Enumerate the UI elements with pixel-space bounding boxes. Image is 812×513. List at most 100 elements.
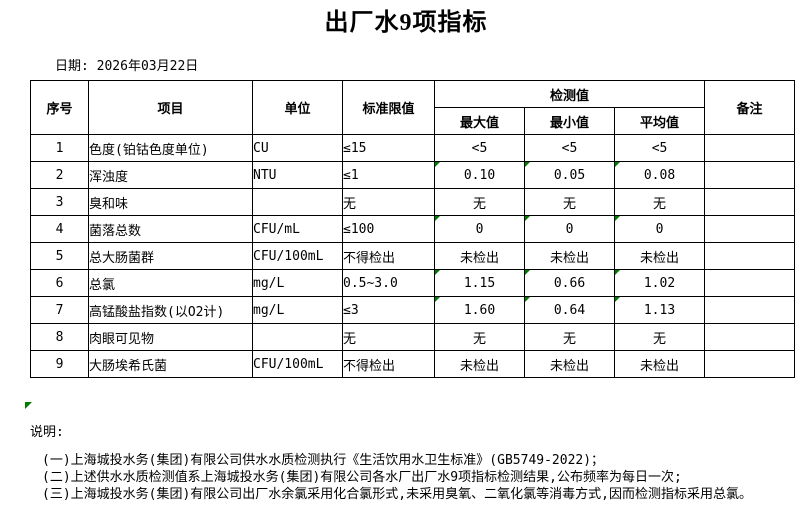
cell-limit: 不得检出 [342,350,435,378]
table-row: 8 肉眼可见物无无无无 [30,323,796,351]
cell-remark [704,323,796,351]
cell-max-value: 0.10 [434,161,525,189]
cell-min-value: <5 [524,134,615,162]
cell-min-value: 未检出 [524,350,615,378]
header-index: 序号 [30,80,89,135]
cell-min-value: 0.64 [524,296,615,324]
notes-block: (一)上海城投水务(集团)有限公司供水水质检测执行《生活饮用水卫生标准》(GB5… [42,452,752,503]
cell-limit: 0.5~3.0 [342,269,435,297]
table-row: 2 浑浊度 NTU ≤1 0.10 0.05 0.08 [30,161,796,189]
cell-min-value: 0.66 [524,269,615,297]
table-row: 9 大肠埃希氏菌 CFU/100mL 不得检出 未检出 未检出 未检出 [30,350,796,378]
cell-unit: CFU/100mL [252,242,343,270]
note-line: (二)上述供水水质检测值系上海城投水务(集团)有限公司各水厂出厂水9项指标检测结… [42,470,682,485]
cell-index: 2 [30,161,89,189]
cell-max-value: 未检出 [434,242,525,270]
cell-avg-value: <5 [613,134,706,162]
note-line: (一)上海城投水务(集团)有限公司供水水质检测执行《生活饮用水卫生标准》(GB5… [42,453,605,468]
cell-max-value: 1.15 [434,269,525,297]
cell-index: 7 [30,296,89,324]
cell-max-value: 无 [434,323,525,351]
note-line: (三)上海城投水务(集团)有限公司出厂水余氯采用化合氯形式,未采用臭氧、二氧化氯… [42,487,752,502]
cell-max-value: 未检出 [434,350,525,378]
table-row: 5 总大肠菌群 CFU/100mL 不得检出 未检出 未检出 未检出 [30,242,796,270]
cell-limit: 无 [342,188,435,216]
report-date: 日期: 2026年03月22日 [55,59,199,74]
cell-remark [704,350,796,378]
cell-max-value: 0 [434,215,525,243]
cell-unit: CU [252,134,343,162]
cell-avg-value: 1.02 [613,269,706,297]
cell-item: 肉眼可见物 [88,323,253,351]
cell-avg-value: 0.08 [613,161,706,189]
page-title: 出厂水9项指标 [324,10,488,36]
table-row: 7 高锰酸盐指数(以O2计) mg/L ≤3 1.60 0.64 1.13 [30,296,796,324]
cell-unit: NTU [252,161,343,189]
header-max: 最大值 [434,107,525,135]
cell-unit: mg/L [252,296,343,324]
cell-item: 色度(铂钴色度单位) [88,134,253,162]
cell-index: 9 [30,350,89,378]
cell-min-value: 0 [524,215,615,243]
cell-min-value: 无 [524,188,615,216]
header-limit: 标准限值 [342,80,435,135]
comment-marker-icon [25,402,32,409]
cell-index: 1 [30,134,89,162]
cell-index: 3 [30,188,89,216]
cell-max-value: 1.60 [434,296,525,324]
header-min: 最小值 [524,107,615,135]
cell-avg-value: 无 [613,323,706,351]
cell-avg-value: 未检出 [613,242,706,270]
cell-index: 6 [30,269,89,297]
table-row: 3 臭和味无无无无 [30,188,796,216]
cell-min-value: 未检出 [524,242,615,270]
header-item: 项目 [88,80,253,135]
cell-unit: CFU/100mL [252,350,343,378]
cell-limit: ≤100 [342,215,435,243]
cell-remark [704,296,796,324]
table-row: 4 菌落总数 CFU/mL ≤100 0 0 0 [30,215,796,243]
cell-item: 总大肠菌群 [88,242,253,270]
cell-limit: ≤15 [342,134,435,162]
cell-avg-value: 无 [613,188,706,216]
cell-min-value: 0.05 [524,161,615,189]
table-body: 1 色度(铂钴色度单位) CU ≤15 <5 <5 <5 2 浑浊度 NTU ≤1 0.10 0.05 0… [30,134,796,378]
cell-index: 5 [30,242,89,270]
cell-remark [704,242,796,270]
cell-index: 8 [30,323,89,351]
header-unit: 单位 [252,80,343,135]
cell-item: 浑浊度 [88,161,253,189]
cell-avg-value: 1.13 [613,296,706,324]
cell-remark [704,134,796,162]
cell-limit: ≤1 [342,161,435,189]
table-row: 1 色度(铂钴色度单位) CU ≤15 <5 <5 <5 [30,134,796,162]
cell-item: 高锰酸盐指数(以O2计) [88,296,253,324]
cell-item: 臭和味 [88,188,253,216]
cell-unit [252,323,343,351]
table-header: 序号 项目 单位 标准限值 检测值 备注 最大值 最小值 平均值 [30,80,796,135]
cell-unit: CFU/mL [252,215,343,243]
cell-item: 菌落总数 [88,215,253,243]
cell-limit: 不得检出 [342,242,435,270]
cell-unit [252,188,343,216]
cell-min-value: 无 [524,323,615,351]
cell-limit: ≤3 [342,296,435,324]
cell-max-value: 无 [434,188,525,216]
cell-remark [704,188,796,216]
water-quality-table: 序号 项目 单位 标准限值 检测值 备注 最大值 最小值 平均值 1 色度(铂钴色… [30,80,796,378]
cell-remark [704,161,796,189]
cell-remark [704,269,796,297]
cell-limit: 无 [342,323,435,351]
header-detection: 检测值 [433,80,706,108]
cell-item: 大肠埃希氏菌 [88,350,253,378]
cell-remark [704,215,796,243]
cell-avg-value: 0 [613,215,706,243]
cell-unit: mg/L [252,269,343,297]
cell-max-value: <5 [434,134,525,162]
notes-label: 说明: [30,425,64,440]
table-row: 6 总氯 mg/L 0.5~3.0 1.15 0.66 1.02 [30,269,796,297]
cell-index: 4 [30,215,89,243]
cell-item: 总氯 [88,269,253,297]
header-avg: 平均值 [613,107,706,135]
header-remark: 备注 [704,80,796,135]
